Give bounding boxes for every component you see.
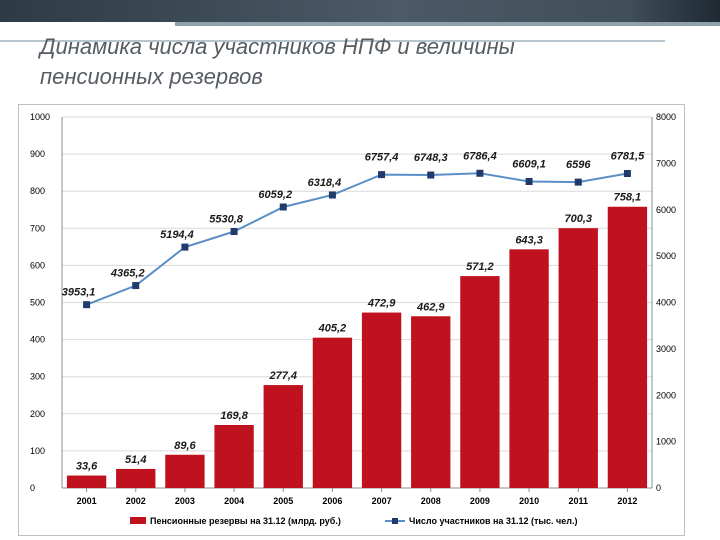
y-left-tick-label: 600 xyxy=(30,260,45,270)
bar-data-label: 758,1 xyxy=(614,192,642,204)
y-left-tick-label: 0 xyxy=(30,483,35,493)
x-tick-label: 2006 xyxy=(322,496,342,506)
x-tick-label: 2011 xyxy=(568,496,588,506)
line-data-label: 6786,4 xyxy=(463,150,497,162)
bar-2010 xyxy=(509,249,549,488)
y-left-tick-label: 100 xyxy=(30,446,45,456)
line-data-label: 4365,2 xyxy=(110,268,145,280)
bar-2007 xyxy=(361,312,402,488)
y-right-tick-label: 3000 xyxy=(656,344,676,354)
bar-2011 xyxy=(558,228,598,488)
line-data-label: 6757,4 xyxy=(365,152,399,164)
line-data-label: 6609,1 xyxy=(512,159,546,171)
slide-title-line-1: Динамика числа участников НПФ и величины xyxy=(40,34,515,59)
line-data-label: 5194,4 xyxy=(160,229,194,241)
y-right-tick-label: 2000 xyxy=(656,390,676,400)
legend-bar-label: Пенсионные резервы на 31.12 (млрд. руб.) xyxy=(150,516,341,526)
line-data-label: 6059,2 xyxy=(258,189,292,201)
line-data-label: 6596 xyxy=(566,159,591,171)
line-marker-2004 xyxy=(230,228,238,236)
line-data-label: 6318,4 xyxy=(308,177,342,189)
x-tick-label: 2003 xyxy=(175,496,195,506)
line-marker-2006 xyxy=(328,191,336,199)
line-data-label: 6748,3 xyxy=(414,152,448,164)
bar-2001 xyxy=(66,475,107,488)
x-tick-label: 2002 xyxy=(126,496,146,506)
slide-title-line-2: пенсионных резервов xyxy=(40,64,263,89)
bar-data-label: 643,3 xyxy=(515,234,543,246)
y-left-tick-label: 500 xyxy=(30,298,45,308)
y-left-tick-label: 1000 xyxy=(30,112,50,122)
bar-2002 xyxy=(116,468,156,488)
legend-bar-swatch xyxy=(130,517,146,524)
line-marker-2010 xyxy=(525,178,533,186)
x-tick-label: 2004 xyxy=(224,496,244,506)
line-marker-2012 xyxy=(623,170,631,178)
bar-2006 xyxy=(312,337,353,488)
x-tick-label: 2008 xyxy=(421,496,441,506)
bar-data-label: 462,9 xyxy=(416,301,445,313)
y-left-tick-label: 200 xyxy=(30,409,45,419)
y-left-tick-label: 400 xyxy=(30,335,45,345)
bar-2003 xyxy=(165,454,205,488)
y-right-tick-label: 7000 xyxy=(656,158,676,168)
bar-data-label: 472,9 xyxy=(367,298,396,310)
slide-divider-line xyxy=(0,40,665,42)
y-right-tick-label: 8000 xyxy=(656,112,676,122)
legend-line-marker xyxy=(392,518,398,524)
line-marker-2011 xyxy=(574,178,582,186)
line-data-label: 5530,8 xyxy=(209,214,244,226)
x-tick-label: 2005 xyxy=(273,496,293,506)
x-tick-label: 2010 xyxy=(519,496,539,506)
slide-top-bar xyxy=(0,0,720,22)
y-right-tick-label: 5000 xyxy=(656,251,676,261)
y-left-tick-label: 700 xyxy=(30,223,45,233)
y-right-tick-label: 6000 xyxy=(656,205,676,215)
line-marker-2003 xyxy=(181,243,189,251)
bar-data-label: 405,2 xyxy=(318,323,347,335)
line-marker-2009 xyxy=(476,169,484,177)
line-marker-2008 xyxy=(427,171,435,179)
line-data-label: 3953,1 xyxy=(62,287,96,299)
y-right-tick-label: 0 xyxy=(656,483,661,493)
bar-2005 xyxy=(263,385,303,488)
bar-data-label: 169,8 xyxy=(220,410,248,422)
line-data-label: 6781,5 xyxy=(611,151,646,163)
bar-2008 xyxy=(411,316,451,488)
bar-data-label: 89,6 xyxy=(174,440,196,452)
x-tick-label: 2001 xyxy=(77,496,97,506)
y-left-tick-label: 300 xyxy=(30,372,45,382)
bar-data-label: 277,4 xyxy=(268,370,297,382)
bar-data-label: 700,3 xyxy=(564,213,592,225)
slide-top-bar-shade xyxy=(630,0,720,22)
x-tick-label: 2007 xyxy=(372,496,392,506)
bar-data-label: 571,2 xyxy=(466,261,494,273)
bar-2004 xyxy=(214,425,254,488)
line-marker-2007 xyxy=(378,171,386,179)
bar-2009 xyxy=(460,276,500,488)
slide-title: Динамика числа участников НПФ и величины… xyxy=(40,32,680,92)
y-right-tick-label: 1000 xyxy=(656,437,676,447)
legend-line-label: Число участников на 31.12 (тыс. чел.) xyxy=(409,516,578,526)
bar-data-label: 51,4 xyxy=(125,454,146,466)
participants-line xyxy=(86,172,628,306)
x-tick-label: 2009 xyxy=(470,496,490,506)
line-marker-2001 xyxy=(83,301,91,309)
bar-data-label: 33,6 xyxy=(76,461,98,473)
line-marker-2002 xyxy=(132,282,140,290)
slide-accent-bar xyxy=(175,22,720,26)
y-left-tick-label: 900 xyxy=(30,149,45,159)
bar-2012 xyxy=(607,206,648,488)
y-left-tick-label: 800 xyxy=(30,186,45,196)
x-tick-label: 2012 xyxy=(617,496,637,506)
line-marker-2005 xyxy=(279,203,287,211)
y-right-tick-label: 4000 xyxy=(656,298,676,308)
